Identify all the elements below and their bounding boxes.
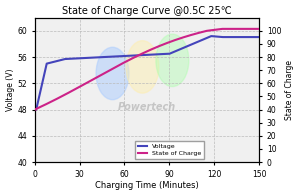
Y-axis label: Voltage (V): Voltage (V) — [6, 69, 15, 111]
Ellipse shape — [96, 47, 129, 100]
Ellipse shape — [126, 41, 159, 93]
Title: State of Charge Curve @0.5C 25℃: State of Charge Curve @0.5C 25℃ — [62, 5, 232, 15]
Text: Powertech: Powertech — [118, 102, 176, 112]
Ellipse shape — [156, 34, 189, 87]
Legend: Voltage, State of Charge: Voltage, State of Charge — [135, 141, 204, 159]
X-axis label: Charging Time (Minutes): Charging Time (Minutes) — [95, 181, 199, 191]
Y-axis label: State of Charge: State of Charge — [285, 60, 294, 120]
